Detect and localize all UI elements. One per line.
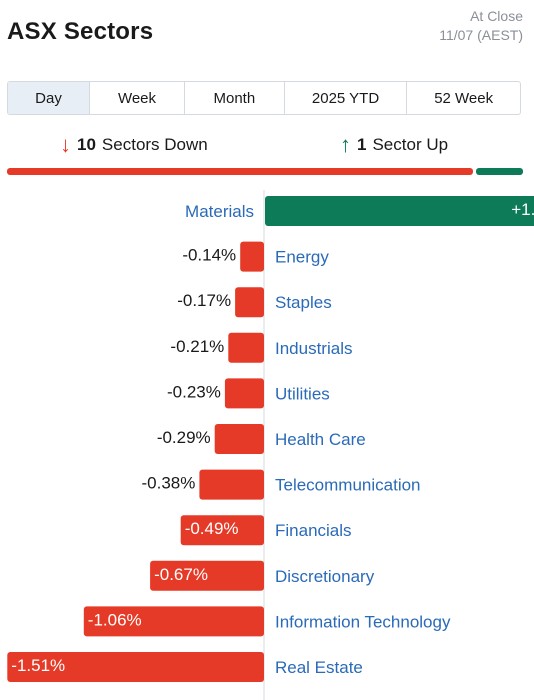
value-label-discretionary: -0.67% xyxy=(154,565,208,584)
status-date: 11/07 (AEST) xyxy=(439,27,523,43)
bar-utilities[interactable] xyxy=(224,378,264,409)
category-label-information-technology[interactable]: Information Technology xyxy=(275,612,451,631)
bar-staples[interactable] xyxy=(235,287,264,318)
category-label-staples[interactable]: Staples xyxy=(275,293,332,312)
category-label-telecommunication[interactable]: Telecommunication xyxy=(275,476,421,495)
bar-information-technology[interactable] xyxy=(83,606,264,637)
bar-materials[interactable] xyxy=(265,196,534,226)
tab-month[interactable]: Month xyxy=(183,82,284,114)
tab-day[interactable]: Day xyxy=(8,82,90,114)
category-label-real-estate[interactable]: Real Estate xyxy=(275,658,363,677)
tab-52-week[interactable]: 52 Week xyxy=(406,82,520,114)
category-label-utilities[interactable]: Utilities xyxy=(275,384,330,403)
breadth-down-segment xyxy=(7,168,474,175)
market-status: At Close 11/07 (AEST) xyxy=(439,7,523,45)
sectors-down-summary: ↓ 10 Sectors Down xyxy=(60,134,208,156)
category-label-health-care[interactable]: Health Care xyxy=(275,430,366,449)
value-label-energy: -0.14% xyxy=(182,246,236,265)
bar-industrials[interactable] xyxy=(228,332,264,363)
bar-energy[interactable] xyxy=(240,241,264,272)
sectors-down-count: 10 xyxy=(77,135,96,154)
category-label-discretionary[interactable]: Discretionary xyxy=(275,567,375,586)
sectors-down-label: Sectors Down xyxy=(101,135,208,154)
sectors-up-label: Sector Up xyxy=(372,135,449,154)
period-tabs: Day Week Month 2025 YTD 52 Week xyxy=(7,81,521,115)
arrow-up-icon: ↑ xyxy=(340,132,351,157)
category-label-energy[interactable]: Energy xyxy=(275,248,329,267)
sectors-up-count: 1 xyxy=(357,135,367,154)
tab-week[interactable]: Week xyxy=(89,82,184,114)
value-label-materials: +1.82% xyxy=(511,200,534,219)
bar-real-estate[interactable] xyxy=(7,652,265,682)
value-label-utilities: -0.23% xyxy=(167,382,221,401)
status-label: At Close xyxy=(470,8,523,24)
breadth-ratio-bar xyxy=(7,168,523,175)
bar-health-care[interactable] xyxy=(214,424,264,454)
value-label-financials: -0.49% xyxy=(185,519,239,538)
value-label-information-technology: -1.06% xyxy=(88,610,142,629)
bar-financials[interactable] xyxy=(180,515,264,546)
tab-2025-ytd[interactable]: 2025 YTD xyxy=(283,82,407,114)
bar-telecommunication[interactable] xyxy=(199,469,264,500)
page-title: ASX Sectors xyxy=(7,18,154,45)
value-label-industrials: -0.21% xyxy=(170,337,224,356)
arrow-down-icon: ↓ xyxy=(60,132,71,157)
category-label-materials[interactable]: Materials xyxy=(185,202,254,221)
value-label-real-estate: -1.51% xyxy=(11,656,65,675)
category-label-industrials[interactable]: Industrials xyxy=(275,339,352,358)
value-label-staples: -0.17% xyxy=(177,291,231,310)
value-label-telecommunication: -0.38% xyxy=(142,474,196,493)
breadth-up-segment xyxy=(476,168,523,175)
sectors-up-summary: ↑ 1 Sector Up xyxy=(340,134,448,156)
category-label-financials[interactable]: Financials xyxy=(275,521,352,540)
value-label-health-care: -0.29% xyxy=(157,428,211,447)
bar-discretionary[interactable] xyxy=(150,560,264,591)
